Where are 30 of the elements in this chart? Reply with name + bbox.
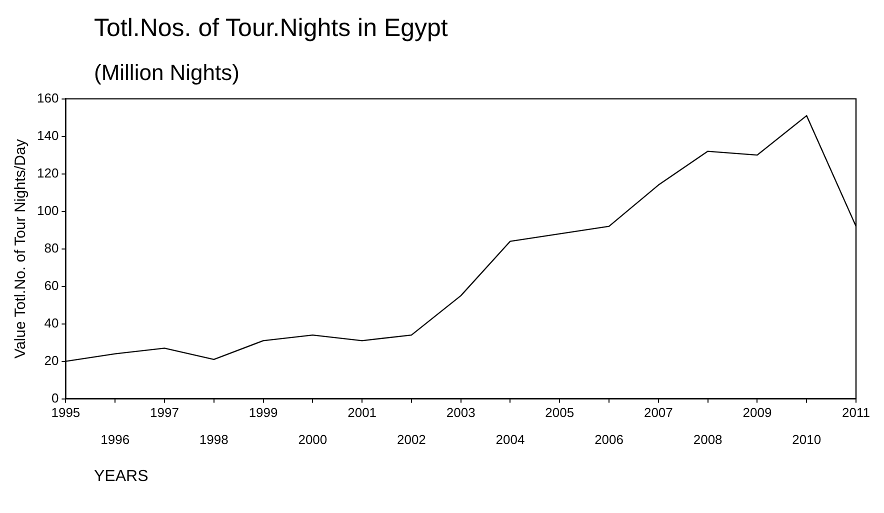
x-tick-label: 2005 [545,405,574,420]
y-tick-label: 160 [36,90,59,106]
y-tick-label: 100 [36,202,59,218]
chart-subtitle: (Million Nights) [94,60,240,86]
x-tick-label: 2001 [348,405,377,420]
x-tick-label: 1999 [248,405,278,420]
x2-tick-label: 2000 [298,432,328,447]
y-tick-label: 80 [44,240,59,256]
x2-tick-label: 2010 [792,432,822,447]
x2-tick-label: 1998 [199,432,228,447]
chart-title: Totl.Nos. of Tour.Nights in Egypt [94,14,448,43]
y-tick-label: 20 [44,352,59,368]
x2-tick-label: 2006 [594,432,624,447]
x-tick-label: 2003 [446,405,476,420]
x-tick-label: 1997 [150,405,179,420]
y-tick-label: 60 [44,278,59,293]
y-tick-label: 120 [36,165,59,180]
x2-tick-label: 1996 [100,432,130,447]
x2-tick-label: 2002 [396,432,426,447]
x-axis-title: YEARS [94,468,148,486]
y-axis-title: Value Totl.No. of Tour Nights/Day [12,138,30,358]
x2-tick-label: 2004 [496,432,525,447]
x-tick-label: 2007 [644,405,673,420]
x-tick-label: 2011 [842,405,870,420]
x-tick-label: 2009 [742,405,772,420]
x2-tick-label: 2008 [693,432,722,447]
x-tick-label: 1995 [51,405,80,420]
y-tick-label: 140 [36,128,59,143]
y-tick-label: 40 [44,315,59,330]
y-tick-label: 0 [51,390,59,406]
